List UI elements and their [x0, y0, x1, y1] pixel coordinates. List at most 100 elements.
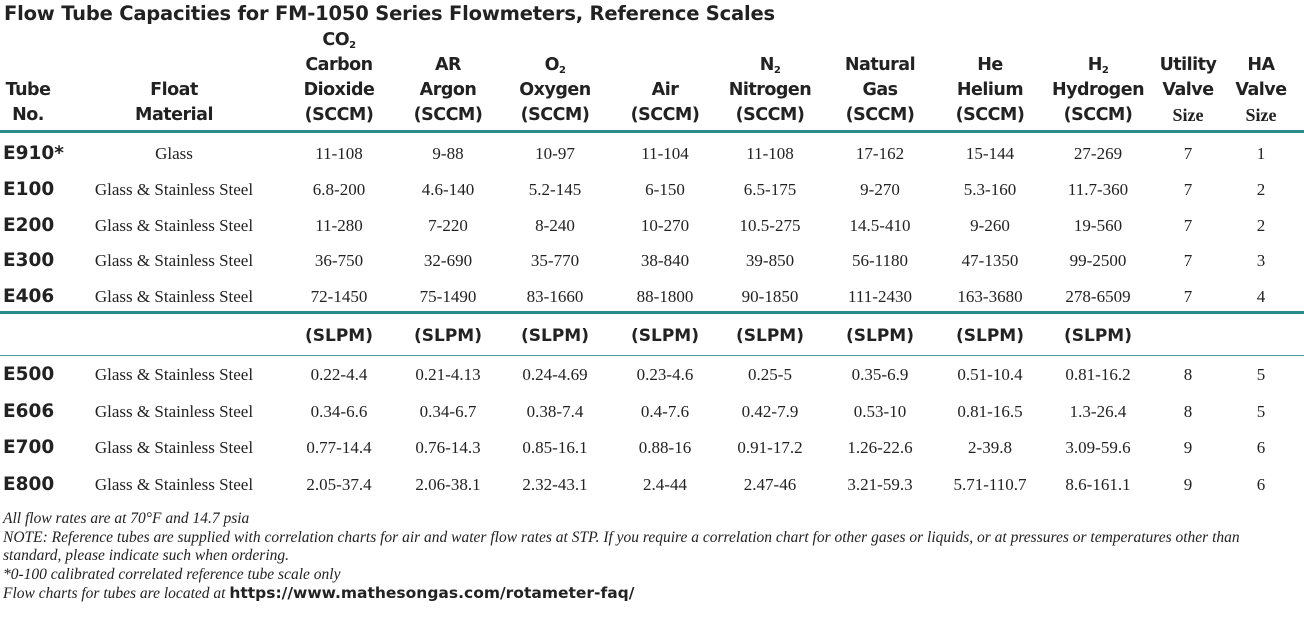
flow-range: 83-1660: [526, 287, 584, 307]
valve-size: 5: [1256, 365, 1266, 384]
formula-subscript: 2: [349, 40, 356, 51]
table-row: E910* Glass 11-108 9-88 10-97 11-104 11-108 17-…: [0, 136, 1304, 172]
flow-range: 0.4-7.6: [640, 401, 690, 421]
column-header-line: AR: [434, 55, 462, 75]
flow-range: 39-850: [745, 251, 795, 271]
flow-range: 56-1180: [851, 251, 909, 271]
flow-range: 6.5-175: [743, 179, 797, 199]
valve-size: 1: [1256, 144, 1266, 163]
column-header-line: (SCCM): [1063, 105, 1133, 125]
flow-range: 99-2500: [1069, 251, 1127, 271]
column-size-label: Size: [1245, 105, 1277, 125]
column-formula: O2: [495, 53, 615, 78]
formula-subscript: 2: [558, 65, 566, 76]
flow-range: 14.5-410: [849, 215, 911, 235]
valve-size: 2: [1256, 179, 1266, 199]
flow-range: 2.05-37.4: [306, 474, 372, 494]
flow-range: 8-240: [535, 215, 575, 235]
table-row: E100 Glass & Stainless Steel 6.8-200 4.6-14…: [0, 172, 1304, 208]
column-header-5: Air (SCCM): [605, 78, 725, 128]
tube-number: E910*: [3, 143, 64, 164]
flow-range: 0.91-17.2: [737, 438, 803, 457]
table-row: E800 Glass & Stainless Steel 2.05-37.4 2.06…: [0, 467, 1304, 503]
tube-number: E100: [3, 178, 55, 200]
flow-range: 2-39.8: [968, 438, 1012, 457]
flow-range: 10-270: [640, 215, 690, 235]
flow-range: 9-270: [860, 179, 900, 199]
flow-range: 15-144: [965, 144, 1015, 163]
column-header-line: Helium: [956, 80, 1024, 100]
float-material: Glass & Stainless Steel: [94, 401, 254, 421]
flow-range: 0.35-6.9: [851, 365, 909, 384]
valve-size: 5: [1256, 401, 1266, 421]
valve-size: 8: [1183, 365, 1193, 384]
tube-number: E800: [3, 473, 55, 495]
column-formula: N2: [710, 53, 830, 78]
valve-size: 7: [1183, 144, 1193, 163]
note-correlation: NOTE: Reference tubes are supplied with …: [3, 528, 1240, 565]
flow-range: 0.38-7.4: [526, 401, 584, 421]
column-header-9: H2 Hydrogen (SCCM): [1038, 53, 1158, 128]
rotameter-faq-link[interactable]: https://www.mathesongas.com/rotameter-fa…: [229, 584, 635, 602]
column-header-line: No.: [12, 105, 44, 125]
flow-range: 27-269: [1073, 144, 1123, 163]
formula-symbol: H: [1087, 55, 1103, 75]
flow-range: 5.3-160: [963, 179, 1017, 199]
column-header-4: O2 Oxygen (SCCM): [495, 53, 615, 128]
formula-subscript: 2: [773, 65, 781, 76]
unit-label: (SLPM): [846, 326, 914, 346]
column-header-line: Oxygen: [519, 80, 591, 100]
flow-range: 72-1450: [310, 287, 368, 307]
flow-range: 3.21-59.3: [847, 474, 913, 494]
flow-range: 3.09-59.6: [1065, 438, 1131, 457]
flow-range: 111-2430: [848, 287, 912, 307]
note-conditions: All flow rates are at 70°F and 14.7 psia: [3, 510, 250, 527]
unit-label: (SLPM): [521, 326, 589, 346]
tube-number: E406: [3, 286, 55, 308]
flow-range: 0.23-4.6: [636, 365, 694, 384]
column-header-line: Nitrogen: [728, 80, 812, 100]
column-header-line: He: [977, 55, 1003, 75]
flow-range: 11.7-360: [1067, 179, 1129, 199]
footnotes: All flow rates are at 70°F and 14.7 psia…: [3, 510, 1293, 604]
column-header-line: Tube: [5, 80, 51, 100]
valve-size: 9: [1183, 438, 1193, 457]
flow-range: 6.8-200: [312, 179, 366, 199]
column-header-line: (SCCM): [955, 105, 1025, 125]
column-header-line: (SCCM): [735, 105, 805, 125]
flow-range: 90-1850: [741, 287, 799, 307]
table-row: E300 Glass & Stainless Steel 36-750 32-690 3…: [0, 243, 1304, 279]
formula-subscript: 2: [1101, 65, 1109, 76]
column-header-line: (SCCM): [520, 105, 590, 125]
flow-range: 0.76-14.3: [415, 438, 481, 457]
float-material: Glass: [155, 144, 193, 163]
column-formula: CO2: [279, 28, 399, 53]
unit-label: (SLPM): [956, 326, 1024, 346]
float-material: Glass & Stainless Steel: [94, 251, 254, 271]
unit-row-divider: [0, 355, 1304, 356]
valve-size: 7: [1183, 287, 1193, 307]
flow-range: 278-6509: [1065, 287, 1131, 307]
note-asterisk: *0-100 calibrated correlated reference t…: [3, 565, 341, 583]
table-row: E700 Glass & Stainless Steel 0.77-14.4 0.76…: [0, 430, 1304, 466]
flow-range: 163-3680: [957, 287, 1023, 307]
flow-range: 0.77-14.4: [306, 438, 372, 457]
flow-range: 32-690: [423, 251, 473, 271]
flow-range: 0.25-5: [748, 365, 792, 384]
valve-size: 4: [1256, 287, 1266, 307]
column-header-line: Valve: [1235, 80, 1287, 100]
valve-size: 9: [1183, 474, 1193, 494]
float-material: Glass & Stainless Steel: [94, 215, 254, 235]
flow-range: 2.06-38.1: [415, 474, 481, 494]
formula-symbol: N: [759, 55, 775, 75]
valve-size: 6: [1256, 474, 1266, 494]
header-divider: [0, 130, 1304, 133]
float-material: Glass & Stainless Steel: [94, 474, 254, 494]
flow-range: 1.3-26.4: [1069, 401, 1127, 421]
flow-range: 11-108: [746, 144, 794, 163]
valve-size: 2: [1256, 215, 1266, 235]
flow-range: 5.71-110.7: [953, 474, 1027, 494]
flow-range: 7-220: [428, 215, 468, 235]
flow-range: 6-150: [645, 179, 685, 199]
note-flow-charts-prefix: Flow charts for tubes are located at: [3, 585, 230, 602]
